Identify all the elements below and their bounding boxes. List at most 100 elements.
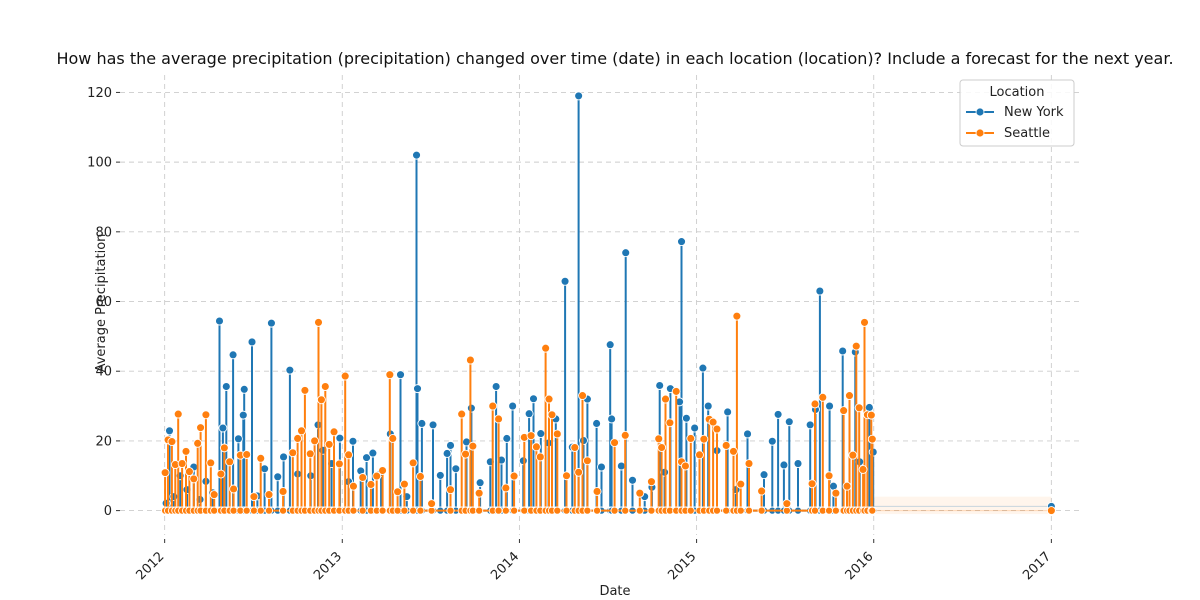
data-point	[541, 343, 551, 353]
data-point-base	[242, 506, 251, 515]
data-point	[348, 481, 358, 491]
data-point	[815, 286, 825, 296]
data-point	[825, 401, 835, 411]
data-point-base	[562, 506, 571, 515]
data-point	[225, 457, 235, 467]
data-point	[494, 414, 504, 424]
data-point	[759, 470, 769, 480]
data-point	[358, 473, 368, 482]
data-point-base	[635, 506, 644, 515]
data-point	[417, 419, 427, 428]
y-tick-label: 20	[95, 434, 112, 449]
data-point	[474, 488, 484, 498]
data-point	[767, 436, 777, 446]
data-point	[536, 429, 546, 439]
data-point	[616, 461, 626, 471]
data-point	[578, 391, 587, 401]
data-point	[686, 434, 696, 443]
data-point	[690, 423, 700, 433]
data-point	[165, 426, 174, 436]
data-point	[378, 466, 388, 475]
data-point	[167, 437, 177, 447]
data-point	[242, 450, 252, 459]
data-point	[773, 409, 783, 419]
data-point	[193, 438, 203, 448]
data-point	[605, 340, 615, 350]
data-point-base	[409, 506, 418, 515]
data-point-base	[510, 506, 519, 515]
data-point	[177, 459, 187, 469]
data-point	[362, 453, 372, 463]
data-point	[266, 318, 276, 328]
data-point	[324, 439, 334, 449]
data-point	[446, 440, 455, 450]
data-point	[181, 446, 191, 456]
data-point	[757, 486, 767, 496]
data-point	[228, 350, 238, 360]
data-point	[810, 399, 820, 409]
data-point-base	[475, 506, 484, 515]
data-point-base	[583, 506, 592, 515]
data-point-base	[520, 506, 529, 515]
data-point-base	[501, 506, 510, 515]
data-point-base	[593, 506, 602, 515]
data-point	[388, 434, 398, 443]
data-point	[442, 449, 452, 458]
data-point	[278, 486, 288, 496]
x-tick-label: 2017	[1020, 549, 1054, 583]
data-point	[805, 420, 815, 430]
data-point	[782, 499, 792, 509]
data-point	[628, 475, 637, 485]
data-point	[385, 370, 395, 380]
data-point	[209, 490, 219, 500]
data-point	[316, 395, 326, 405]
data-point	[340, 371, 350, 381]
data-point	[560, 276, 570, 286]
data-point-base	[744, 506, 754, 515]
data-point	[646, 477, 656, 487]
legend-label-new-york: New York	[1004, 105, 1064, 120]
data-point	[703, 401, 713, 411]
data-point	[547, 410, 557, 420]
data-point-base	[393, 506, 402, 515]
data-point	[793, 459, 803, 469]
data-point	[671, 386, 681, 396]
data-point-base	[378, 506, 387, 515]
x-axis-title: Date	[599, 584, 630, 599]
data-point-base	[647, 506, 656, 515]
data-point	[160, 468, 170, 478]
data-point	[784, 417, 794, 427]
data-point	[867, 434, 877, 444]
data-point-base	[249, 506, 259, 515]
data-point	[221, 382, 231, 391]
data-point	[831, 488, 841, 498]
data-point	[491, 382, 501, 391]
data-point	[285, 365, 295, 375]
data-point-base	[712, 506, 722, 515]
data-point	[592, 419, 602, 428]
data-point	[260, 464, 270, 474]
data-point	[256, 453, 266, 463]
data-point	[635, 488, 645, 498]
data-point	[314, 317, 323, 327]
data-point	[446, 485, 455, 495]
data-point	[681, 413, 691, 423]
data-point	[399, 479, 409, 489]
y-tick-label: 60	[95, 295, 112, 310]
data-point	[461, 449, 471, 459]
data-point	[824, 471, 834, 481]
y-axis-title: Average Precipitation	[94, 234, 109, 373]
data-point	[699, 434, 709, 444]
data-point	[858, 465, 868, 474]
data-point	[396, 370, 405, 380]
data-point	[297, 426, 306, 436]
data-point	[408, 458, 418, 468]
legend-label-seattle: Seattle	[1004, 126, 1050, 141]
data-point	[428, 420, 438, 430]
data-point	[743, 429, 752, 439]
data-point	[654, 434, 664, 444]
data-point-base	[446, 506, 455, 515]
x-tick-label: 2014	[488, 549, 522, 583]
data-point-base	[831, 506, 840, 515]
